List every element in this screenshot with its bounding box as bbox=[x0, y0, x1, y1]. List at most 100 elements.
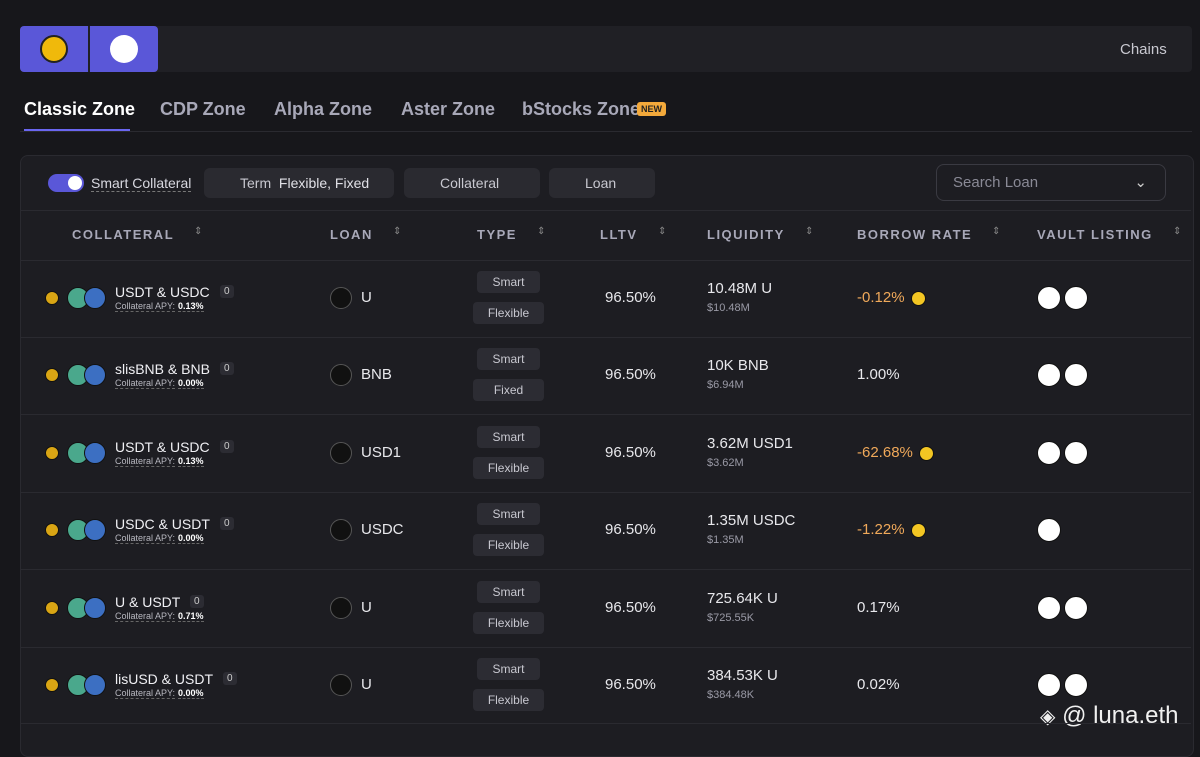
smart-toggle[interactable] bbox=[48, 174, 84, 192]
loan-name: U bbox=[361, 598, 372, 616]
apy-label: Collateral APY: bbox=[115, 455, 176, 467]
apy-value: 0.71% bbox=[178, 610, 204, 622]
apy-label: Collateral APY: bbox=[115, 610, 176, 622]
lltv: 96.50% bbox=[605, 521, 656, 539]
chain-icon bbox=[45, 445, 59, 460]
column-header[interactable]: LOAN bbox=[330, 227, 373, 242]
collateral-icon bbox=[84, 287, 106, 309]
column-header[interactable]: COLLATERAL bbox=[72, 227, 175, 242]
collateral-count: 0 bbox=[220, 362, 234, 376]
loan-icon bbox=[330, 519, 352, 542]
borrow-rate: 0.17% bbox=[857, 598, 900, 616]
row-divider bbox=[21, 259, 1191, 261]
zone-tab[interactable]: Aster Zone bbox=[401, 99, 496, 119]
smart-collateral-label: Smart Collateral bbox=[91, 175, 192, 192]
liquidity: 725.64K U bbox=[707, 589, 778, 607]
zone-tab[interactable]: bStocks Zone bbox=[522, 99, 641, 119]
collateral-count: 0 bbox=[223, 672, 237, 685]
apy-label: Collateral APY: bbox=[115, 301, 176, 312]
collateral-name: slisBNB & BNB bbox=[115, 361, 210, 378]
apy-value: 0.00% bbox=[178, 378, 204, 390]
apy-value: 0.00% bbox=[178, 533, 204, 545]
borrow-rate: -1.22% bbox=[857, 521, 905, 539]
liquidity-usd: $384.48K bbox=[707, 689, 755, 701]
zone-tab[interactable]: Alpha Zone bbox=[274, 99, 372, 119]
chain-icon bbox=[45, 523, 59, 538]
borrow-rate: 0.02% bbox=[857, 676, 900, 693]
chain-icon bbox=[45, 600, 59, 615]
chain-bar bbox=[20, 26, 1192, 72]
vault-icon bbox=[1037, 363, 1061, 388]
sort-icon: ⇕ bbox=[992, 226, 1001, 237]
term-filter[interactable]: Term Flexible, Fixed bbox=[204, 168, 394, 198]
collateral-count: 0 bbox=[220, 439, 234, 453]
column-header[interactable]: VAULT LISTING bbox=[1037, 227, 1153, 242]
loan-icon bbox=[330, 674, 352, 696]
lltv: 96.50% bbox=[605, 366, 656, 384]
zone-tab[interactable]: CDP Zone bbox=[160, 99, 246, 119]
vault-icon bbox=[1037, 595, 1061, 620]
reward-icon bbox=[911, 523, 926, 539]
header-divider bbox=[21, 210, 1191, 211]
vault-icon bbox=[1037, 286, 1061, 310]
liquidity-usd: $725.55K bbox=[707, 611, 755, 624]
loan-name: U bbox=[361, 289, 372, 306]
apy-value: 0.13% bbox=[178, 301, 204, 312]
borrow-rate: 1.00% bbox=[857, 366, 900, 384]
type-tag: Flexible bbox=[473, 611, 544, 634]
collateral-icon bbox=[84, 674, 106, 696]
sort-icon: ⇕ bbox=[658, 226, 667, 237]
collateral-count: 0 bbox=[220, 285, 234, 298]
sort-icon: ⇕ bbox=[805, 226, 814, 237]
term-label: Term bbox=[240, 175, 272, 191]
type-tag: Flexible bbox=[473, 534, 544, 557]
search-placeholder: Search Loan bbox=[953, 174, 1039, 191]
bnb-chain-button[interactable] bbox=[20, 26, 88, 72]
column-header[interactable]: LIQUIDITY bbox=[707, 227, 785, 242]
collateral-icon bbox=[84, 519, 106, 542]
collateral-icon bbox=[84, 364, 106, 387]
type-tag: Flexible bbox=[473, 456, 544, 479]
type-tag: Smart bbox=[477, 580, 540, 603]
loan-name: USDC bbox=[361, 521, 404, 539]
type-tag: Smart bbox=[477, 348, 540, 371]
vault-icon bbox=[1064, 363, 1088, 388]
reward-icon bbox=[919, 445, 934, 461]
watermark-text: @ luna.eth bbox=[1062, 702, 1179, 729]
loan-filter[interactable]: Loan bbox=[549, 168, 655, 198]
term-value: Flexible, Fixed bbox=[278, 175, 370, 191]
collateral-name: lisUSD & USDT bbox=[115, 671, 214, 687]
search-loan[interactable]: Search Loan ⌄ bbox=[936, 164, 1166, 201]
column-header[interactable]: BORROW RATE bbox=[857, 227, 973, 242]
column-header[interactable]: LLTV bbox=[600, 227, 638, 242]
column-header[interactable]: TYPE bbox=[477, 227, 517, 242]
liquidity: 3.62M USD1 bbox=[707, 434, 793, 452]
dropdown-caret: ⌄ bbox=[1134, 174, 1147, 191]
row-divider bbox=[21, 569, 1191, 571]
loan-name: U bbox=[361, 676, 372, 693]
vault-icon bbox=[1064, 673, 1088, 697]
active-tab-underline bbox=[24, 129, 130, 131]
collateral-filter[interactable]: Collateral bbox=[404, 168, 540, 198]
collateral-name: USDT & USDC bbox=[115, 284, 210, 300]
eth-chain-button[interactable] bbox=[90, 26, 158, 72]
vault-icon bbox=[1037, 440, 1061, 465]
loan-name: USD1 bbox=[361, 443, 402, 461]
liquidity: 384.53K U bbox=[707, 667, 778, 684]
chains-label[interactable]: Chains bbox=[1120, 41, 1167, 58]
row-divider bbox=[21, 646, 1191, 648]
type-tag: Fixed bbox=[473, 379, 544, 402]
sort-icon: ⇕ bbox=[393, 226, 402, 237]
type-tag: Flexible bbox=[473, 689, 544, 711]
sort-icon: ⇕ bbox=[194, 226, 203, 237]
liquidity: 10.48M U bbox=[707, 280, 773, 297]
liquidity: 1.35M USDC bbox=[707, 512, 796, 530]
loan-name: BNB bbox=[361, 366, 392, 384]
collateral-count: 0 bbox=[220, 517, 234, 531]
watermark: ◈ @ luna.eth bbox=[1040, 702, 1179, 729]
type-tag: Smart bbox=[477, 271, 540, 293]
loan-icon bbox=[330, 287, 352, 309]
zone-tab[interactable]: Classic Zone bbox=[24, 99, 136, 119]
lltv: 96.50% bbox=[605, 289, 656, 306]
lltv: 96.50% bbox=[605, 443, 656, 461]
